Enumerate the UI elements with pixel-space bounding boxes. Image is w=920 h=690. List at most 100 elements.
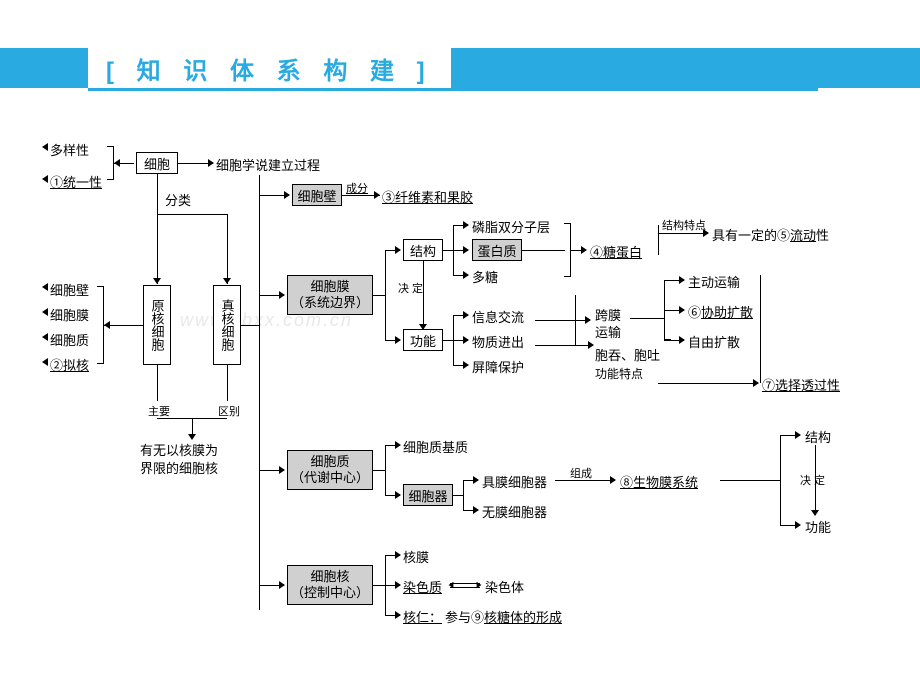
arrow-head [114, 159, 120, 167]
arrow-head [395, 611, 401, 619]
jueding-r: 决 定 [800, 472, 825, 488]
protein-box: 蛋白质 [472, 239, 522, 261]
line [157, 214, 227, 215]
line [385, 445, 386, 495]
arrow-head [395, 581, 401, 589]
line [227, 365, 228, 401]
chromosome: 染色体 [485, 577, 524, 596]
organelle-box: 细胞器 [403, 484, 453, 506]
arrow-head [811, 510, 819, 516]
matter: 物质进出 [472, 332, 524, 351]
arrow-head [463, 221, 469, 229]
cellplasm-l: 细胞质 [50, 330, 89, 349]
arrow-head [588, 341, 594, 349]
line [815, 445, 816, 515]
facil: ⑥协助扩散 [688, 302, 753, 321]
arrow-head [463, 311, 469, 319]
active: 主动运输 [688, 272, 740, 291]
endo: 胞吞、胞吐 [595, 345, 660, 364]
diversity-label: 多样性 [50, 140, 89, 159]
arrow-head [42, 143, 48, 151]
info: 信息交流 [472, 307, 524, 326]
line [373, 295, 385, 296]
gongneng-r: 功能 [805, 517, 831, 536]
arrow-head [153, 278, 161, 284]
arrow-head [449, 582, 454, 588]
line [373, 470, 385, 471]
arrow-head [395, 551, 401, 559]
title-underline [88, 88, 818, 91]
arrow-head [395, 491, 401, 499]
arrow-head [42, 175, 48, 183]
arrow-head [610, 476, 616, 484]
zucheng: 组成 [570, 465, 592, 481]
difflabel: 区别 [218, 403, 240, 419]
nucmem: 核膜 [403, 547, 429, 566]
cellmem-box: 细胞膜（系统边界） [287, 275, 373, 315]
arrow-head [473, 476, 479, 484]
line [463, 480, 464, 510]
structfeat: 结构特点 [662, 217, 706, 233]
line [423, 261, 424, 329]
arrow-head [463, 336, 469, 344]
maindiff: 主要 [148, 403, 170, 419]
line [450, 583, 480, 584]
cytoplasm-box: 细胞质（代谢中心） [287, 450, 373, 490]
arrow-head [279, 466, 285, 474]
line [658, 383, 758, 384]
arrow-head [104, 321, 110, 329]
line [157, 365, 158, 401]
select: ⑦选择透过性 [762, 375, 840, 394]
line [780, 435, 781, 525]
eukaryote-box: 真核细胞 [213, 285, 241, 365]
line [443, 340, 453, 341]
cellulose: ③纤维素和果胶 [382, 187, 473, 206]
arrow-head [581, 246, 587, 254]
ribosome: 参与⑨核糖体的形成 [445, 607, 562, 626]
freediff: 自由扩散 [688, 332, 740, 351]
biomem: ⑧生物膜系统 [620, 472, 698, 491]
line [658, 225, 659, 255]
arrow-head [284, 191, 290, 199]
nucleolus: 核仁： [403, 607, 442, 626]
line [259, 195, 260, 610]
arrow-head [42, 308, 48, 316]
arrow-head [679, 276, 685, 284]
arrow-head [223, 278, 231, 284]
arrow-head [477, 582, 482, 588]
structure-box: 结构 [403, 239, 443, 261]
arrow-head [395, 441, 401, 449]
classify-label: 分类 [165, 190, 191, 209]
cellwall-l: 细胞壁 [50, 280, 89, 299]
diff2: 界限的细胞核 [140, 458, 218, 477]
arrow-head [395, 336, 401, 344]
arrow-head [463, 246, 469, 254]
arrow-head [279, 581, 285, 589]
arrow-head [374, 191, 380, 199]
line [630, 318, 664, 319]
arrow-head [42, 358, 48, 366]
arrow-head [679, 306, 685, 314]
line [535, 345, 593, 346]
memorg: 具膜细胞器 [482, 472, 547, 491]
line [241, 325, 259, 326]
line [157, 214, 158, 284]
line [373, 585, 385, 586]
nucleus-box: 细胞核（控制中心） [287, 565, 373, 605]
arrow-head [795, 521, 801, 529]
jiegou-r: 结构 [805, 427, 831, 446]
celltheory-label: 细胞学说建立过程 [216, 155, 320, 174]
unity-label: ①统一性 [50, 172, 102, 191]
line [227, 214, 228, 284]
arrow-head [795, 431, 801, 439]
arrow-head [585, 316, 591, 324]
line [157, 174, 158, 214]
line [658, 233, 708, 234]
nomemorg: 无膜细胞器 [482, 502, 547, 521]
arrow-head [753, 379, 759, 387]
cell-box: 细胞 [136, 152, 178, 174]
barrier: 屏障保护 [472, 357, 524, 376]
cellwall-box: 细胞壁 [292, 184, 342, 206]
line [259, 175, 260, 195]
line [720, 480, 780, 481]
